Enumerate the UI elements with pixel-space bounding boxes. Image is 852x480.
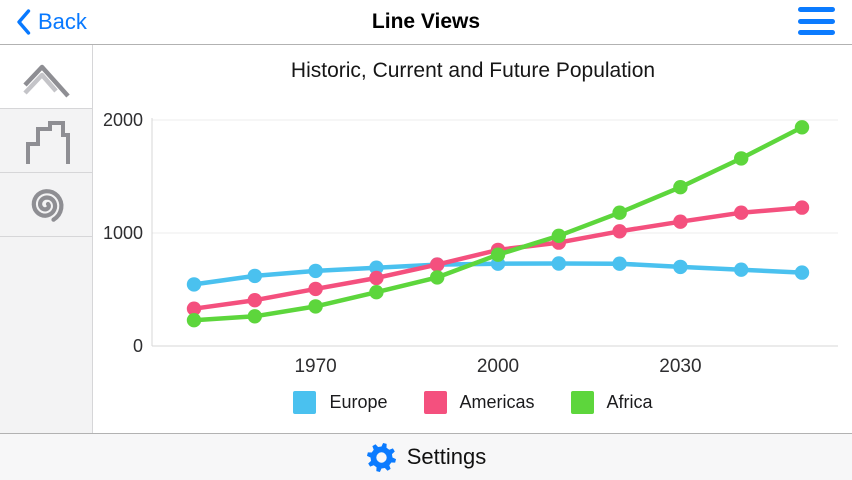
legend-swatch-africa xyxy=(570,391,594,414)
data-point-americas-2030[interactable] xyxy=(673,214,688,229)
chart-panel: Historic, Current and Future Population … xyxy=(94,45,852,433)
chart-title: Historic, Current and Future Population xyxy=(290,59,656,82)
sidebar-item-spiral-series[interactable] xyxy=(0,173,92,237)
data-point-africa-2050[interactable] xyxy=(794,120,810,135)
legend-item-africa[interactable]: Africa xyxy=(570,391,653,414)
line-series-icon xyxy=(23,64,70,98)
chart-type-sidebar xyxy=(0,45,93,433)
legend-swatch-americas xyxy=(423,391,447,414)
gear-icon xyxy=(366,442,396,472)
x-tick-label: 2030 xyxy=(659,356,701,377)
data-point-africa-1960[interactable] xyxy=(247,309,262,324)
settings-label: Settings xyxy=(406,444,487,469)
legend-swatch-europe xyxy=(293,391,317,414)
line-chart-plot[interactable]: 0 1000 2000 1970 2000 2030 xyxy=(94,45,852,433)
data-point-europe-2010[interactable] xyxy=(551,256,566,271)
data-point-africa-1990[interactable] xyxy=(430,270,445,285)
data-point-americas-2020[interactable] xyxy=(612,224,627,239)
back-button[interactable]: Back xyxy=(16,0,87,44)
legend-label: Africa xyxy=(606,392,653,412)
x-tick-label: 2000 xyxy=(477,356,519,377)
back-label: Back xyxy=(38,9,87,34)
sidebar-item-line-series[interactable] xyxy=(0,45,92,109)
data-point-africa-1980[interactable] xyxy=(369,285,384,300)
data-point-europe-1960[interactable] xyxy=(247,268,262,284)
data-point-americas-1970[interactable] xyxy=(308,281,323,297)
x-tick-label: 1970 xyxy=(294,356,336,377)
data-point-africa-1950[interactable] xyxy=(186,313,202,328)
hamburger-menu-icon xyxy=(798,7,835,35)
bottom-toolbar: Settings xyxy=(0,433,852,480)
data-point-europe-1970[interactable] xyxy=(308,263,323,279)
data-point-europe-2020[interactable] xyxy=(612,256,627,271)
nav-bar: Back Line Views xyxy=(0,0,852,45)
legend-item-americas[interactable]: Americas xyxy=(423,391,535,414)
data-point-africa-2000[interactable] xyxy=(490,247,506,262)
data-point-europe-1980[interactable] xyxy=(369,260,384,275)
data-point-americas-1990[interactable] xyxy=(430,257,445,272)
sidebar-item-step-series[interactable] xyxy=(0,109,92,173)
settings-button[interactable]: Settings xyxy=(366,442,487,473)
chevron-left-icon xyxy=(17,9,31,35)
data-point-americas-1980[interactable] xyxy=(369,270,384,286)
step-series-icon xyxy=(26,120,70,164)
data-point-africa-2040[interactable] xyxy=(734,151,749,166)
chart-legend: Europe Americas Africa xyxy=(94,391,852,414)
legend-label: Americas xyxy=(459,392,535,412)
data-point-europe-2050[interactable] xyxy=(794,265,810,280)
series-line-africa xyxy=(191,125,805,323)
legend-label: Europe xyxy=(329,392,388,412)
data-point-europe-2030[interactable] xyxy=(673,259,688,275)
data-point-americas-2050[interactable] xyxy=(794,200,810,215)
spiral-series-icon xyxy=(31,188,64,222)
data-point-africa-2010[interactable] xyxy=(551,228,566,243)
data-point-africa-1970[interactable] xyxy=(308,299,323,314)
data-point-americas-2040[interactable] xyxy=(734,205,749,220)
data-point-europe-2040[interactable] xyxy=(734,262,749,277)
menu-button[interactable] xyxy=(798,7,835,35)
y-tick-label: 0 xyxy=(133,336,143,356)
data-point-africa-2030[interactable] xyxy=(673,180,688,195)
y-tick-label: 2000 xyxy=(103,110,143,130)
data-point-africa-2020[interactable] xyxy=(612,205,627,220)
data-point-americas-1960[interactable] xyxy=(247,293,262,308)
legend-item-europe[interactable]: Europe xyxy=(293,391,388,414)
data-point-europe-1950[interactable] xyxy=(186,277,202,292)
y-tick-label: 1000 xyxy=(103,223,143,243)
data-point-americas-1950[interactable] xyxy=(186,301,202,316)
page-title: Line Views xyxy=(371,10,481,33)
